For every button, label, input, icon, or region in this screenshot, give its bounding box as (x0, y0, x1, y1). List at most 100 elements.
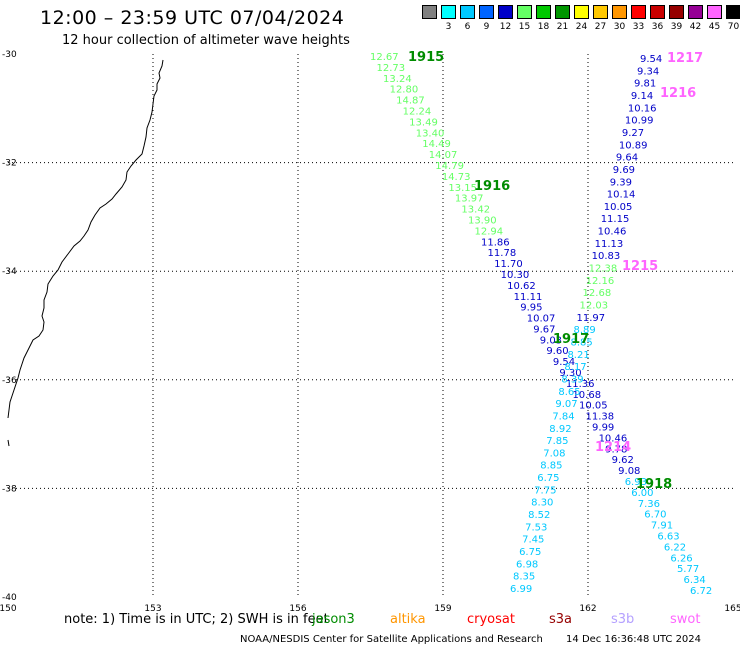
longitude-label: 162 (579, 604, 596, 612)
wave-height-value: 6.63 (657, 532, 679, 543)
wave-height-value: 10.46 (598, 227, 627, 238)
scale-swatch (441, 5, 456, 19)
wave-height-value: 6.99 (510, 584, 532, 595)
scale-label: 39 (670, 22, 683, 32)
pass-id-label: 1918 (636, 477, 672, 492)
latitude-label: -30 (2, 50, 17, 60)
wave-height-value: 9.30 (559, 368, 581, 379)
wave-height-value: 11.97 (577, 313, 606, 324)
scale-swatch (498, 5, 513, 19)
wave-height-value: 6.70 (644, 510, 666, 521)
wave-height-value: 11.15 (601, 214, 630, 225)
scale-swatch (612, 5, 627, 19)
wave-height-value: 6.00 (631, 488, 653, 499)
footer-timestamp: 14 Dec 16:36:48 UTC 2024 (566, 634, 702, 645)
wave-height-value: 6.75 (537, 473, 559, 484)
coastline-islet (7, 439, 10, 447)
wave-height-value: 12.73 (377, 63, 406, 74)
units-note: note: 1) Time is in UTC; 2) SWH is in fe… (64, 612, 329, 627)
wave-height-value: 8.85 (570, 337, 592, 348)
scale-swatch (650, 5, 665, 19)
wave-height-value: 12.16 (586, 276, 615, 287)
wave-height-value: 9.34 (637, 66, 659, 77)
wave-height-value: 9.54 (640, 54, 662, 65)
scale-label: 45 (708, 22, 721, 32)
pass-id-label: 1916 (474, 179, 510, 194)
pass-id-label: 1216 (660, 86, 696, 101)
longitude-label: 156 (289, 604, 306, 612)
mission-label: cryosat (467, 612, 515, 627)
wave-height-value: 9.03 (540, 335, 562, 346)
wave-height-value: 8.30 (531, 498, 553, 509)
wave-height-value: 12.80 (390, 85, 419, 96)
wave-height-value: 10.46 (599, 433, 628, 444)
wave-height-value: 13.24 (383, 74, 412, 85)
wave-height-value: 7.45 (522, 535, 544, 546)
wave-height-value: 9.81 (634, 79, 656, 90)
wave-height-value: 9.07 (555, 399, 577, 410)
wave-height-value: 10.07 (527, 314, 556, 325)
scale-swatch (574, 5, 589, 19)
wave-height-value: 13.42 (461, 205, 490, 216)
scale-label: 18 (537, 22, 550, 32)
wave-height-value: 7.75 (534, 485, 556, 496)
scale-swatch (688, 5, 703, 19)
wave-height-value: 10.14 (607, 190, 636, 201)
altimeter-tracks: 12.6712.7313.2412.8014.8712.2413.4913.40… (370, 52, 712, 597)
scale-label: 6 (464, 22, 471, 32)
scale-label: 27 (594, 22, 607, 32)
wave-height-value: 9.95 (520, 303, 542, 314)
scale-label: 15 (518, 22, 531, 32)
wave-height-value: 14.87 (396, 96, 425, 107)
wave-height-value: 11.86 (481, 237, 510, 248)
wave-height-value: 9.67 (533, 324, 555, 335)
wave-height-value: 14.07 (429, 150, 458, 161)
mission-label: s3b (611, 612, 635, 627)
scale-swatch (460, 5, 475, 19)
scale-swatch (479, 5, 494, 19)
wave-height-value: 6.26 (670, 553, 692, 564)
wave-height-value: 12.94 (474, 226, 503, 237)
scale-label: 24 (575, 22, 588, 32)
longitude-label: 165 (724, 604, 740, 612)
wave-height-value: 8.85 (540, 461, 562, 472)
wave-height-value: 7.84 (552, 411, 574, 422)
scale-label: 36 (651, 22, 664, 32)
pass-labels: 1915 1916 1917 1918 1217 1216 1215 1214 (408, 50, 703, 492)
wave-height-value: 14.49 (422, 139, 451, 150)
scale-swatch (631, 5, 646, 19)
page-title: 12:00 – 23:59 UTC 07/04/2024 (40, 7, 345, 29)
wave-height-value: 9.62 (612, 455, 634, 466)
pass-id-label: 1917 (553, 332, 589, 347)
wave-height-value: 8.52 (528, 510, 550, 521)
map-grid: 150 153 156 159 162 165 -30 -32 -34 -36 -38 -40 (0, 50, 740, 612)
wave-height-value: 7.08 (543, 448, 565, 459)
wave-height-value: 8.39 (561, 374, 583, 385)
mission-label: jason3 (312, 612, 355, 627)
scale-swatch (517, 5, 532, 19)
pass-id-label: 1215 (622, 259, 658, 274)
wave-height-value: 10.89 (619, 140, 648, 151)
footer-credit: NOAA/NESDIS Center for Satellite Applica… (240, 634, 543, 645)
pass-id-label: 1214 (595, 440, 631, 455)
wave-height-value: 11.13 (595, 239, 624, 250)
wave-height-value: 8.92 (549, 424, 571, 435)
altimeter-map: 150 153 156 159 162 165 -30 -32 -34 -36 -38 -40 12.… (0, 50, 740, 612)
wave-height-value: 13.90 (468, 215, 497, 226)
mission-label: swot (670, 612, 701, 627)
scale-label: 33 (632, 22, 645, 32)
latitude-label: -32 (2, 159, 17, 169)
wave-height-value: 12.68 (583, 288, 612, 299)
wave-height-value: 10.30 (501, 270, 530, 281)
wave-height-value: 13.40 (416, 128, 445, 139)
wave-height-value: 6.98 (516, 559, 538, 570)
scale-label: 30 (613, 22, 626, 32)
wave-height-value: 11.38 (586, 412, 615, 423)
wave-height-value: 14.79 (435, 161, 464, 172)
wave-height-value: 9.14 (631, 91, 653, 102)
scale-label: 70 (727, 22, 740, 32)
scale-label: 21 (556, 22, 569, 32)
wave-height-value: 8.35 (513, 572, 535, 583)
wave-height-value: 11.36 (566, 379, 595, 390)
wave-height-value: 6.72 (690, 586, 712, 597)
